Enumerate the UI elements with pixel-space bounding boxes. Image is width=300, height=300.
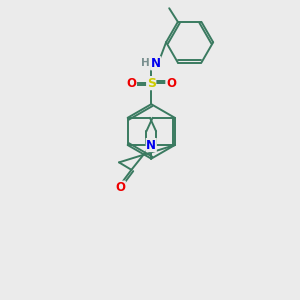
Text: N: N — [146, 139, 156, 152]
Text: H: H — [141, 58, 150, 68]
Text: N: N — [151, 57, 161, 70]
Text: O: O — [115, 181, 125, 194]
Text: S: S — [147, 76, 156, 90]
Text: O: O — [126, 76, 136, 90]
Text: O: O — [166, 76, 176, 90]
